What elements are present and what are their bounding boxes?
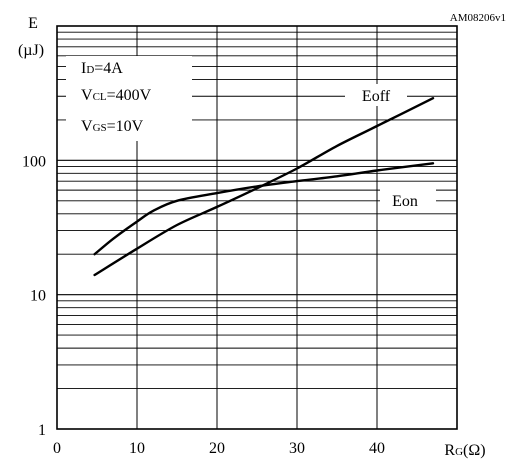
series-lines <box>93 97 435 277</box>
x-axis-label-unit: (Ω) <box>463 442 486 459</box>
x-tick-label: 40 <box>369 440 385 457</box>
plot-frame <box>56 25 458 430</box>
x-axis-label-sub: G <box>455 446 463 458</box>
y-tick-label: 100 <box>22 153 46 170</box>
condition-value: =400V <box>107 87 152 104</box>
x-tick-label: 20 <box>209 440 225 457</box>
series-label-background <box>345 84 407 106</box>
condition-subscript: CL <box>93 91 107 103</box>
condition-value: =4A <box>94 60 123 77</box>
condition-subscript: D <box>86 64 94 76</box>
condition-line: VCL=400V <box>81 87 152 104</box>
condition-symbol: V <box>81 118 93 135</box>
series-label-eon: Eon <box>392 193 418 210</box>
x-tick-labels: 0 10 20 30 40 <box>53 440 385 457</box>
figure-id: AM08206v1 <box>450 12 506 24</box>
series-label-eoff: Eoff <box>362 88 391 105</box>
series-line-eoff <box>93 97 435 277</box>
x-tick-label: 10 <box>129 440 145 457</box>
x-tick-label: 30 <box>289 440 305 457</box>
y-axis-label: E <box>28 15 38 32</box>
y-tick-label: 10 <box>30 288 46 305</box>
y-axis-unit: (µJ) <box>18 42 44 59</box>
condition-line: VGS=10V <box>81 118 144 135</box>
condition-value: =10V <box>107 118 144 135</box>
condition-symbol: I <box>81 60 86 77</box>
x-axis-label: RG(Ω) <box>444 442 485 459</box>
x-tick-label: 0 <box>53 440 61 457</box>
condition-subscript: GS <box>93 122 107 134</box>
y-tick-labels: 1 10 100 <box>22 153 46 439</box>
series-labels: Eoff Eon <box>345 84 436 211</box>
series-line-eon <box>93 162 435 256</box>
y-tick-label: 1 <box>38 422 46 439</box>
conditions-background <box>66 56 192 141</box>
series-label-background <box>380 189 436 211</box>
x-axis-label-main: R <box>444 442 455 459</box>
condition-line: ID=4A <box>81 60 123 77</box>
condition-symbol: V <box>81 87 93 104</box>
